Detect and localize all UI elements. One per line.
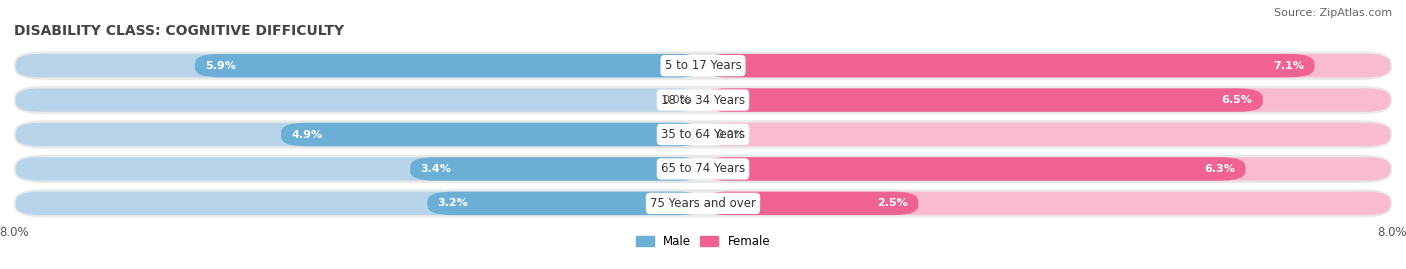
Text: 35 to 64 Years: 35 to 64 Years	[661, 128, 745, 141]
FancyBboxPatch shape	[14, 155, 1392, 183]
FancyBboxPatch shape	[703, 192, 1391, 215]
FancyBboxPatch shape	[15, 123, 703, 146]
FancyBboxPatch shape	[703, 88, 1391, 112]
FancyBboxPatch shape	[703, 192, 918, 215]
Text: 75 Years and over: 75 Years and over	[650, 197, 756, 210]
Text: 0.0%: 0.0%	[662, 95, 690, 105]
FancyBboxPatch shape	[15, 192, 703, 215]
FancyBboxPatch shape	[15, 88, 703, 112]
Text: 5.9%: 5.9%	[205, 61, 236, 71]
Text: 3.2%: 3.2%	[437, 198, 468, 208]
FancyBboxPatch shape	[427, 192, 703, 215]
FancyBboxPatch shape	[411, 157, 703, 181]
FancyBboxPatch shape	[281, 123, 703, 146]
Text: 18 to 34 Years: 18 to 34 Years	[661, 94, 745, 107]
Text: DISABILITY CLASS: COGNITIVE DIFFICULTY: DISABILITY CLASS: COGNITIVE DIFFICULTY	[14, 23, 344, 38]
FancyBboxPatch shape	[14, 86, 1392, 114]
FancyBboxPatch shape	[703, 123, 1391, 146]
Text: Source: ZipAtlas.com: Source: ZipAtlas.com	[1274, 8, 1392, 18]
FancyBboxPatch shape	[703, 157, 1246, 181]
FancyBboxPatch shape	[15, 54, 703, 77]
FancyBboxPatch shape	[703, 54, 1391, 77]
Text: 6.3%: 6.3%	[1205, 164, 1236, 174]
Text: 5 to 17 Years: 5 to 17 Years	[665, 59, 741, 72]
Text: 65 to 74 Years: 65 to 74 Years	[661, 162, 745, 175]
FancyBboxPatch shape	[14, 189, 1392, 217]
Text: 0.0%: 0.0%	[716, 129, 744, 140]
Text: 6.5%: 6.5%	[1222, 95, 1253, 105]
FancyBboxPatch shape	[703, 157, 1391, 181]
Text: 3.4%: 3.4%	[420, 164, 451, 174]
FancyBboxPatch shape	[14, 121, 1392, 148]
FancyBboxPatch shape	[703, 88, 1263, 112]
Text: 2.5%: 2.5%	[877, 198, 908, 208]
Text: 7.1%: 7.1%	[1274, 61, 1305, 71]
FancyBboxPatch shape	[195, 54, 703, 77]
FancyBboxPatch shape	[14, 52, 1392, 80]
FancyBboxPatch shape	[15, 157, 703, 181]
Text: 4.9%: 4.9%	[291, 129, 322, 140]
FancyBboxPatch shape	[703, 54, 1315, 77]
Legend: Male, Female: Male, Female	[631, 230, 775, 253]
